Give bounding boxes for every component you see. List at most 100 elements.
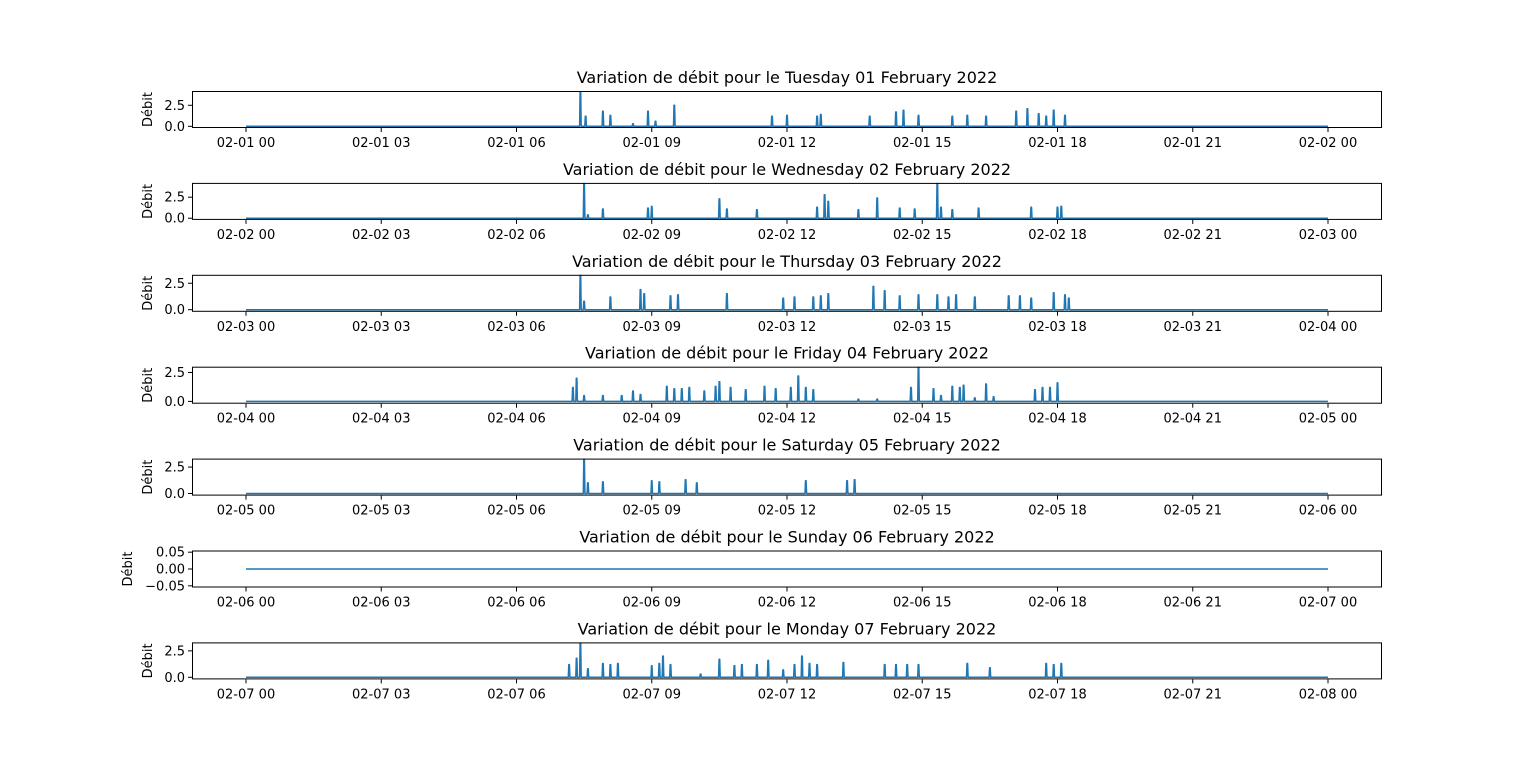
y-axis-label: Débit (141, 92, 156, 127)
x-tick-label: 02-04 06 (487, 412, 545, 427)
flow-series-line (246, 642, 1328, 679)
x-tick-label: 02-04 03 (352, 412, 410, 427)
y-tick-label: 0.0 (164, 212, 185, 227)
x-tick-label: 02-04 15 (893, 412, 951, 427)
subplot-title: Variation de débit pour le Saturday 05 F… (573, 436, 1001, 455)
x-tick-label: 02-03 00 (1299, 228, 1357, 243)
x-tick-label: 02-03 21 (1164, 320, 1222, 335)
subplot-title: Variation de débit pour le Sunday 06 Feb… (579, 528, 994, 547)
y-tick-label: 0.0 (164, 671, 185, 686)
x-tick-label: 02-05 12 (758, 504, 816, 519)
x-tick-label: 02-07 12 (758, 687, 816, 702)
x-tick-label: 02-05 21 (1164, 504, 1222, 519)
x-tick-label: 02-01 12 (758, 136, 816, 151)
y-tick-label: 0.05 (156, 546, 185, 561)
y-axis-label: Débit (141, 368, 156, 403)
x-tick-label: 02-01 09 (623, 136, 681, 151)
x-tick-label: 02-03 12 (758, 320, 816, 335)
x-tick-label: 02-07 18 (1028, 687, 1086, 702)
x-tick-label: 02-05 00 (1299, 412, 1357, 427)
y-tick-label: 0.0 (164, 395, 185, 410)
x-tick-label: 02-04 09 (623, 412, 681, 427)
flow-series-line (246, 182, 1328, 219)
axes-frame (192, 366, 1382, 404)
x-tick-label: 02-01 06 (487, 136, 545, 151)
x-tick-label: 02-05 09 (623, 504, 681, 519)
x-tick-label: 02-01 21 (1164, 136, 1222, 151)
y-tick-label: 0.0 (164, 487, 185, 502)
x-tick-label: 02-06 06 (487, 596, 545, 611)
subplot-4: Variation de débit pour le Friday 04 Feb… (141, 344, 1382, 427)
subplot-title: Variation de débit pour le Monday 07 Feb… (578, 619, 997, 638)
x-tick-label: 02-05 03 (352, 504, 410, 519)
x-tick-label: 02-03 18 (1028, 320, 1086, 335)
axes-frame (192, 91, 1382, 128)
x-tick-label: 02-07 15 (893, 687, 951, 702)
x-tick-label: 02-05 06 (487, 504, 545, 519)
x-tick-label: 02-06 09 (623, 596, 681, 611)
y-tick-label: 2.5 (164, 461, 185, 476)
y-tick-label: 2.5 (164, 366, 185, 381)
x-tick-label: 02-02 03 (352, 228, 410, 243)
x-tick-label: 02-06 18 (1028, 596, 1086, 611)
y-tick-label: 2.5 (164, 644, 185, 659)
flow-series-line (246, 458, 1328, 495)
x-tick-label: 02-07 03 (352, 687, 410, 702)
x-tick-label: 02-04 12 (758, 412, 816, 427)
x-tick-label: 02-06 12 (758, 596, 816, 611)
axes-frame (192, 182, 1382, 220)
y-axis-label: Débit (141, 643, 156, 678)
y-axis-label: Débit (141, 460, 156, 495)
y-axis-label: Débit (141, 184, 156, 219)
x-tick-label: 02-02 09 (623, 228, 681, 243)
axes-frame (192, 458, 1382, 496)
x-tick-label: 02-03 00 (217, 320, 275, 335)
x-tick-label: 02-07 00 (217, 687, 275, 702)
x-tick-label: 02-01 15 (893, 136, 951, 151)
x-tick-label: 02-06 15 (893, 596, 951, 611)
flow-series-line (246, 274, 1328, 311)
x-tick-label: 02-01 00 (217, 136, 275, 151)
axes-frame (192, 550, 1382, 588)
x-tick-label: 02-04 00 (217, 412, 275, 427)
x-tick-label: 02-03 15 (893, 320, 951, 335)
x-tick-label: 02-07 06 (487, 687, 545, 702)
y-tick-label: 0.0 (164, 303, 185, 318)
y-tick-label: 0.00 (156, 563, 185, 578)
x-tick-label: 02-02 00 (1299, 136, 1357, 151)
subplot-title: Variation de débit pour le Tuesday 01 Fe… (577, 68, 998, 87)
subplot-title: Variation de débit pour le Friday 04 Feb… (585, 344, 989, 363)
x-tick-label: 02-06 00 (1299, 504, 1357, 519)
x-tick-label: 02-02 06 (487, 228, 545, 243)
y-tick-label: 0.0 (164, 120, 185, 135)
x-tick-label: 02-03 06 (487, 320, 545, 335)
axes-frame (192, 274, 1382, 312)
x-tick-label: 02-07 21 (1164, 687, 1222, 702)
y-tick-label: −0.05 (145, 579, 185, 594)
flow-series-line (246, 366, 1328, 403)
x-tick-label: 02-06 03 (352, 596, 410, 611)
subplot-7: Variation de débit pour le Monday 07 Feb… (141, 619, 1382, 702)
x-tick-label: 02-02 21 (1164, 228, 1222, 243)
subplot-3: Variation de débit pour le Thursday 03 F… (141, 252, 1382, 335)
x-tick-label: 02-07 00 (1299, 596, 1357, 611)
x-tick-label: 02-02 12 (758, 228, 816, 243)
x-tick-label: 02-06 21 (1164, 596, 1222, 611)
x-tick-label: 02-02 00 (217, 228, 275, 243)
x-tick-label: 02-01 18 (1028, 136, 1086, 151)
subplot-1: Variation de débit pour le Tuesday 01 Fe… (141, 68, 1382, 151)
x-tick-label: 02-06 00 (217, 596, 275, 611)
x-tick-label: 02-08 00 (1299, 687, 1357, 702)
x-tick-label: 02-02 18 (1028, 228, 1086, 243)
x-tick-label: 02-04 18 (1028, 412, 1086, 427)
flow-series-line (246, 91, 1328, 128)
x-tick-label: 02-04 21 (1164, 412, 1222, 427)
x-tick-label: 02-05 00 (217, 504, 275, 519)
subplot-title: Variation de débit pour le Thursday 03 F… (572, 252, 1002, 271)
y-tick-label: 2.5 (164, 191, 185, 206)
x-tick-label: 02-03 03 (352, 320, 410, 335)
subplot-6: Variation de débit pour le Sunday 06 Feb… (121, 528, 1382, 611)
y-axis-label: Débit (141, 276, 156, 311)
subplot-title: Variation de débit pour le Wednesday 02 … (563, 160, 1011, 179)
x-tick-label: 02-03 09 (623, 320, 681, 335)
